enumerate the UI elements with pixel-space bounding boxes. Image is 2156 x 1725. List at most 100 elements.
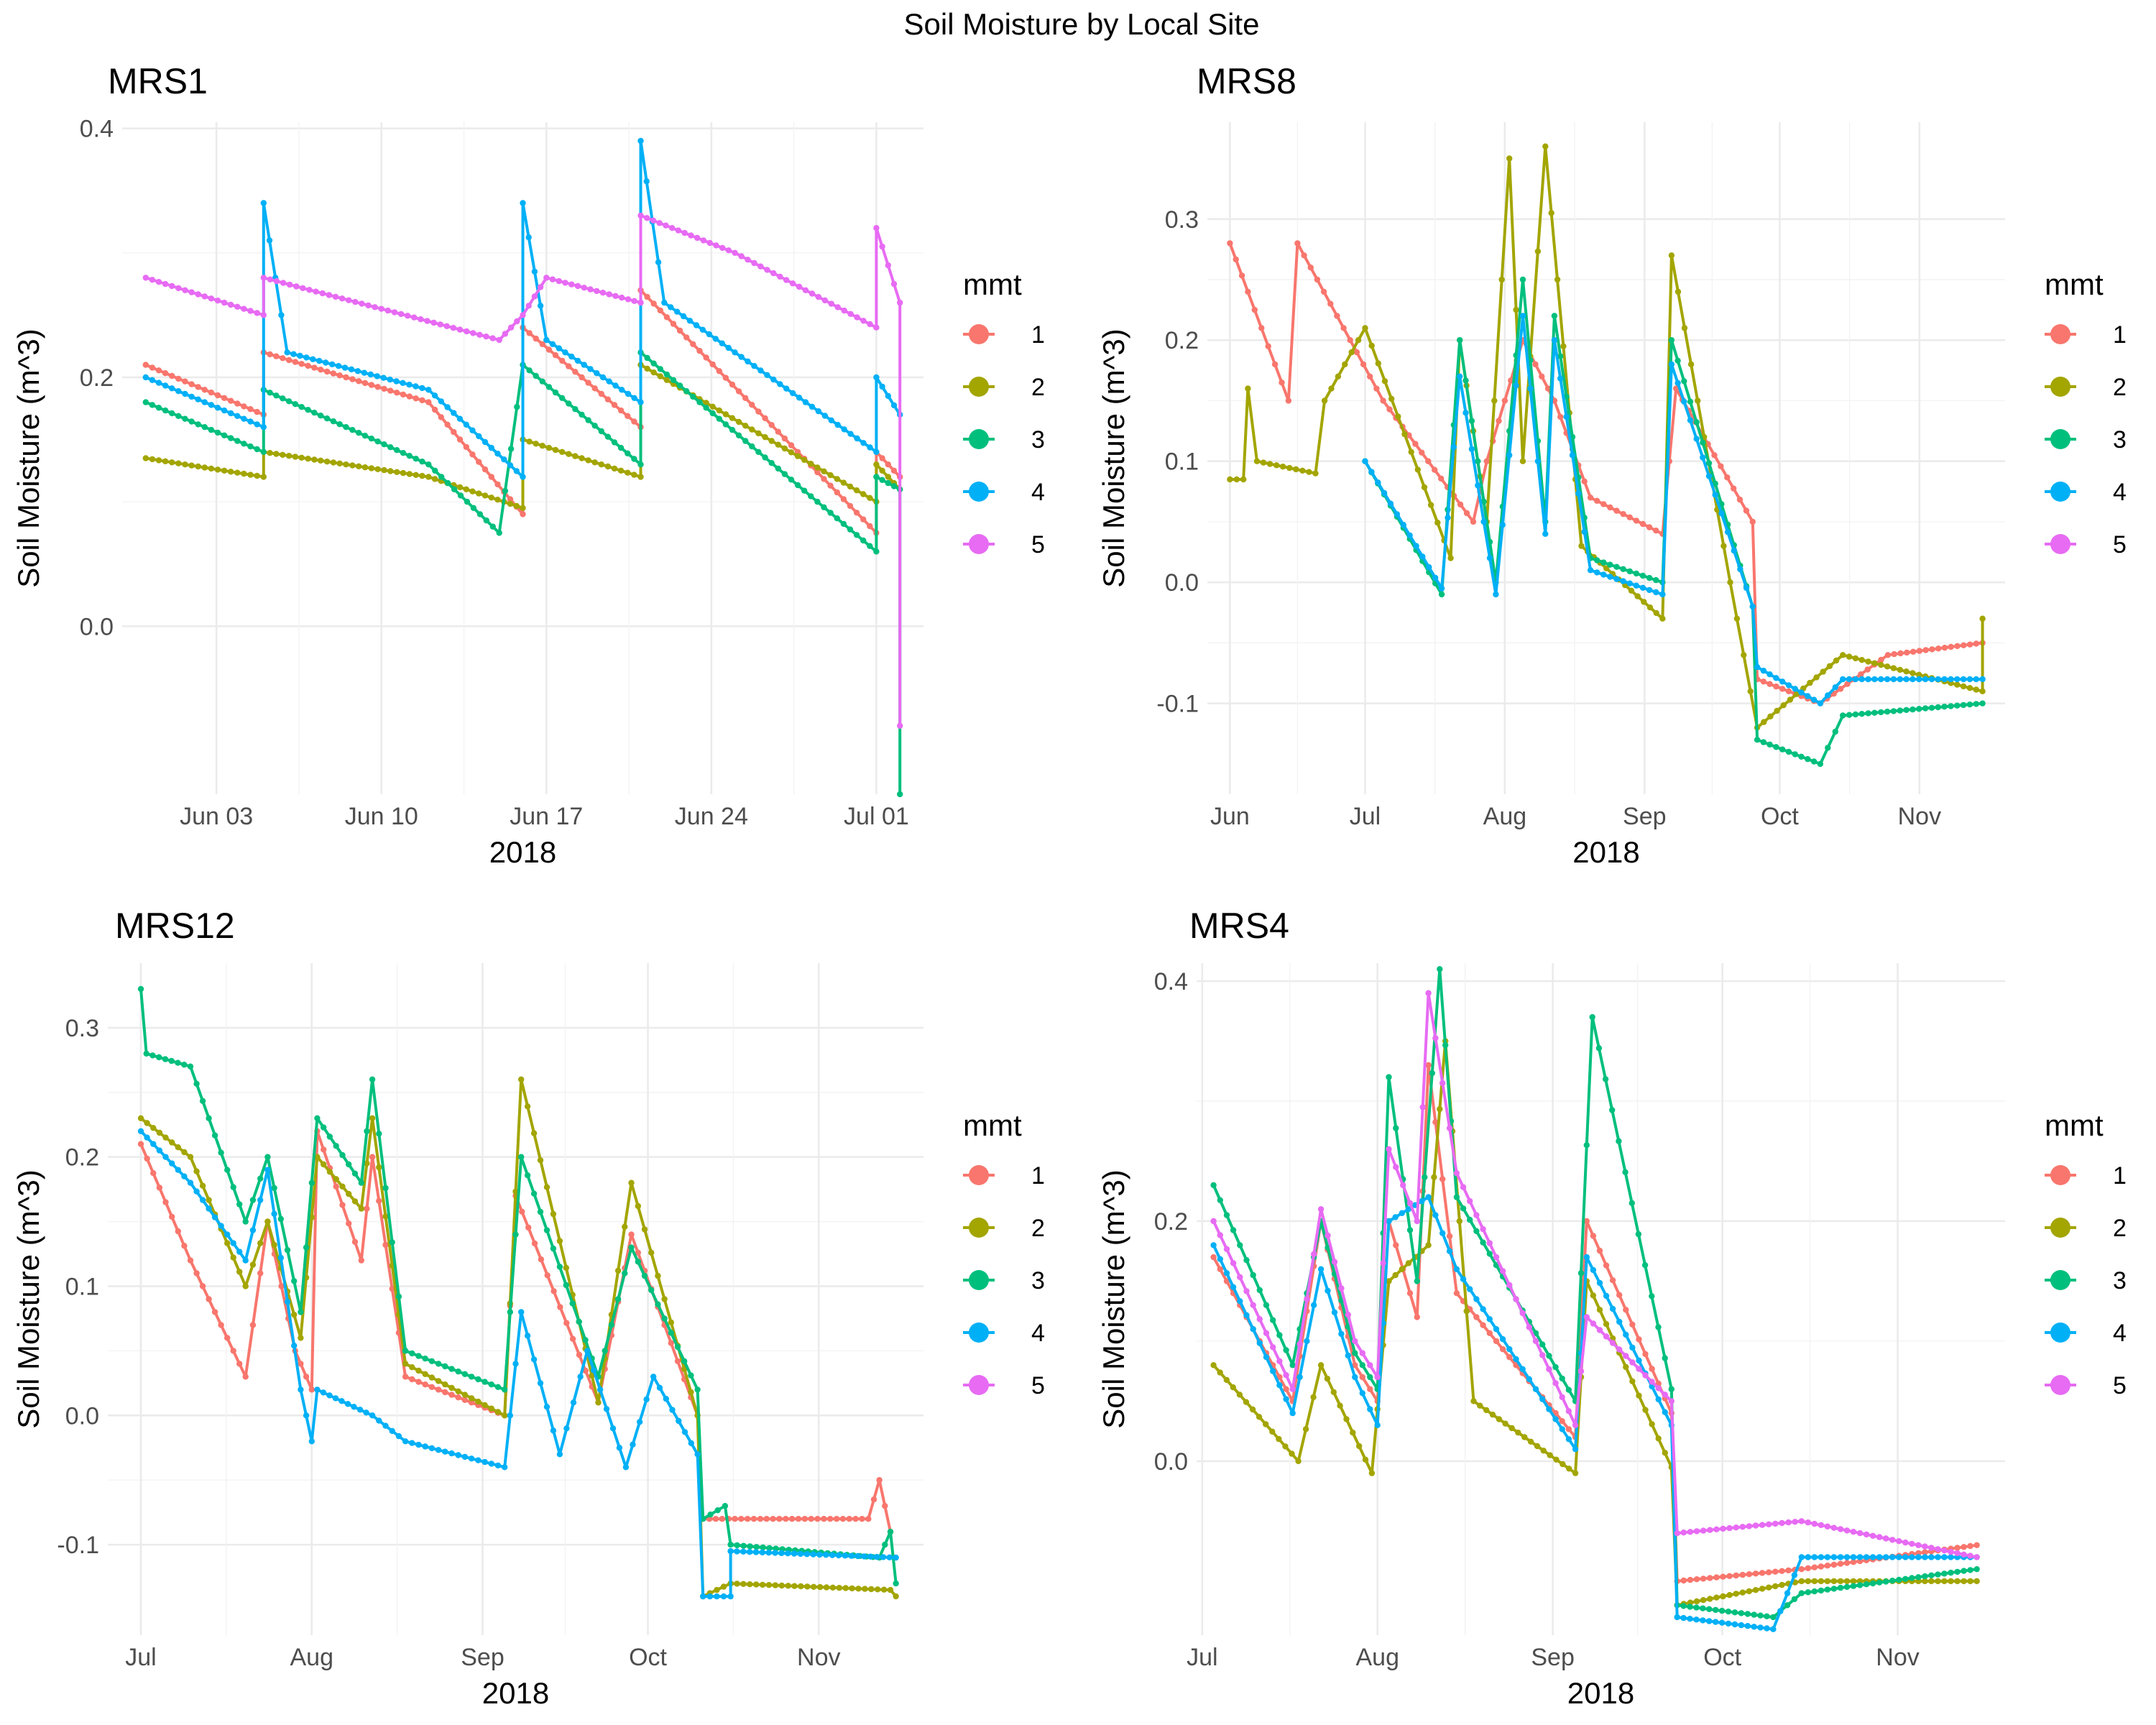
y-tick-label: -0.1 — [57, 1532, 99, 1559]
data-point-mmt-3 — [368, 436, 375, 442]
legend-label: 4 — [2113, 479, 2127, 506]
data-point-mmt-4 — [1594, 569, 1600, 576]
data-point-mmt-2 — [513, 502, 520, 510]
legend-key-dot — [2050, 1165, 2070, 1185]
data-point-mmt-3 — [1557, 353, 1564, 359]
data-point-mmt-3 — [305, 407, 311, 413]
data-point-mmt-5 — [854, 314, 860, 321]
data-point-mmt-5 — [1559, 1394, 1565, 1401]
data-point-mmt-2 — [415, 1367, 422, 1374]
data-point-mmt-2 — [834, 476, 841, 482]
data-point-mmt-4 — [1419, 553, 1426, 560]
data-point-mmt-3 — [1712, 480, 1718, 487]
data-point-mmt-2 — [1515, 1430, 1521, 1436]
data-point-mmt-1 — [1340, 325, 1347, 331]
data-point-mmt-2 — [346, 1190, 352, 1197]
data-point-mmt-2 — [1695, 397, 1701, 404]
data-point-mmt-5 — [631, 298, 637, 304]
data-point-mmt-1 — [696, 348, 703, 354]
data-point-mmt-2 — [1348, 349, 1355, 356]
data-point-mmt-2 — [1693, 1598, 1700, 1605]
data-point-mmt-3 — [598, 428, 604, 435]
data-point-mmt-4 — [764, 372, 770, 378]
data-point-mmt-4 — [1506, 452, 1513, 459]
data-point-mmt-1 — [1439, 1176, 1446, 1182]
data-point-mmt-3 — [867, 543, 873, 549]
data-point-mmt-5 — [1649, 1379, 1655, 1385]
data-point-mmt-4 — [1713, 1619, 1719, 1625]
data-point-mmt-2 — [1628, 587, 1635, 594]
legend-label: 5 — [1031, 531, 1045, 558]
data-point-mmt-3 — [156, 1054, 162, 1061]
data-point-mmt-1 — [469, 451, 476, 458]
data-point-mmt-1 — [444, 421, 451, 428]
data-point-mmt-2 — [781, 445, 788, 452]
data-point-mmt-5 — [470, 330, 476, 336]
data-point-mmt-4 — [622, 1464, 630, 1471]
data-point-mmt-4 — [150, 1141, 157, 1147]
data-point-mmt-1 — [298, 1361, 304, 1367]
data-point-mmt-2 — [387, 468, 394, 474]
data-point-mmt-4 — [187, 1179, 194, 1186]
legend-title: mmt — [963, 267, 1022, 301]
data-point-mmt-4 — [1785, 682, 1792, 689]
data-point-mmt-3 — [1948, 703, 1954, 709]
data-point-mmt-4 — [590, 1367, 597, 1374]
data-point-mmt-1 — [631, 418, 637, 425]
data-point-mmt-2 — [201, 464, 208, 471]
data-point-mmt-4 — [1392, 1214, 1399, 1220]
data-point-mmt-2 — [868, 1586, 875, 1593]
data-point-mmt-3 — [703, 405, 709, 411]
data-point-mmt-1 — [1285, 397, 1292, 404]
data-point-mmt-5 — [1263, 1330, 1270, 1337]
y-axis-label: Soil Moisture (m^3) — [1097, 328, 1130, 587]
data-point-mmt-4 — [1777, 1608, 1784, 1614]
data-point-mmt-5 — [365, 302, 372, 309]
data-point-mmt-1 — [1785, 688, 1792, 694]
data-point-mmt-2 — [893, 1593, 899, 1600]
data-point-mmt-4 — [376, 1417, 382, 1424]
data-point-mmt-4 — [271, 1210, 277, 1218]
data-point-mmt-4 — [789, 390, 796, 397]
data-point-mmt-5 — [574, 282, 581, 290]
data-point-mmt-4 — [1770, 1626, 1777, 1632]
data-point-mmt-4 — [482, 438, 489, 446]
data-point-mmt-2 — [1897, 666, 1903, 673]
data-point-mmt-3 — [1935, 704, 1941, 711]
data-point-mmt-2 — [431, 476, 438, 482]
data-point-mmt-2 — [1269, 1428, 1276, 1435]
data-point-mmt-2 — [182, 461, 188, 468]
data-point-mmt-3 — [422, 1356, 428, 1362]
data-point-mmt-3 — [346, 1161, 352, 1168]
data-point-mmt-5 — [1818, 1522, 1825, 1529]
data-point-mmt-3 — [530, 1190, 538, 1197]
x-tick-label: Sep — [461, 1644, 505, 1671]
data-point-mmt-2 — [1273, 462, 1280, 469]
data-point-mmt-5 — [1493, 1254, 1500, 1261]
data-point-mmt-5 — [1311, 1251, 1317, 1258]
data-point-mmt-4 — [599, 374, 607, 381]
data-point-mmt-1 — [770, 1516, 776, 1522]
data-point-mmt-1 — [476, 459, 482, 465]
data-point-mmt-4 — [661, 299, 668, 306]
data-point-mmt-5 — [897, 722, 903, 729]
data-point-mmt-3 — [1693, 1604, 1700, 1611]
data-point-mmt-4 — [1587, 567, 1594, 574]
data-point-mmt-2 — [1787, 696, 1794, 703]
data-point-mmt-4 — [344, 1401, 351, 1407]
data-point-mmt-4 — [455, 1452, 461, 1458]
data-point-mmt-2 — [650, 369, 657, 376]
data-point-mmt-2 — [425, 474, 432, 480]
data-point-mmt-2 — [321, 1161, 327, 1168]
data-point-mmt-3 — [1883, 1578, 1889, 1585]
data-point-mmt-3 — [1546, 1353, 1552, 1359]
data-point-mmt-3 — [683, 388, 690, 395]
data-point-mmt-4 — [1210, 1242, 1217, 1248]
data-point-mmt-3 — [853, 532, 860, 538]
data-point-mmt-1 — [519, 1208, 525, 1215]
data-point-mmt-4 — [1583, 1254, 1590, 1261]
data-point-mmt-2 — [1431, 1174, 1437, 1181]
data-point-mmt-2 — [585, 457, 591, 464]
data-point-mmt-3 — [768, 460, 775, 466]
data-point-mmt-2 — [236, 1269, 243, 1275]
